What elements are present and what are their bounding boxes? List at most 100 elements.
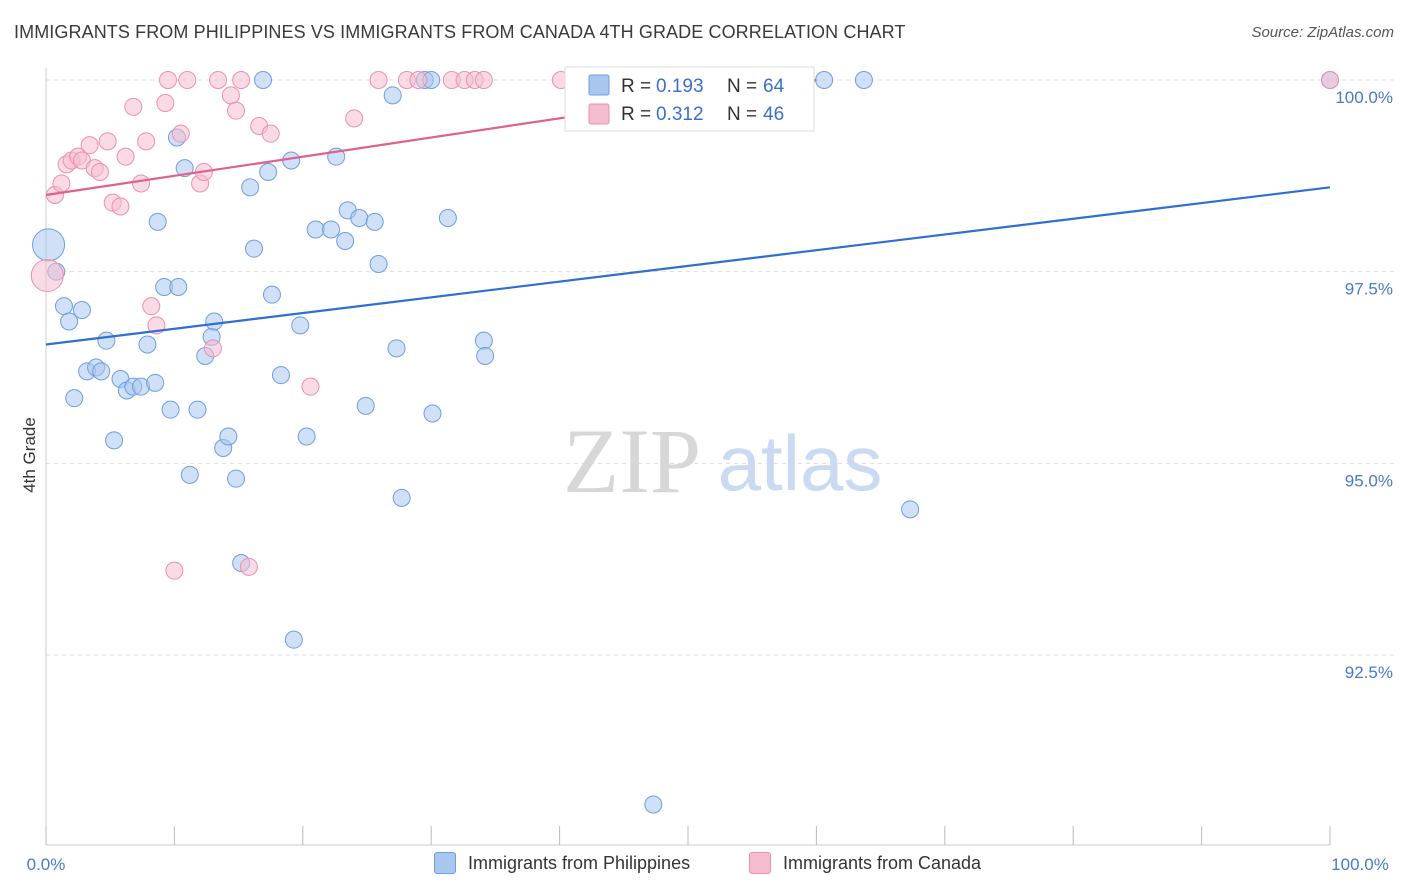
x-tick-label-min: 0.0% — [27, 855, 66, 874]
legend-r-label-philippines: R = — [621, 76, 651, 97]
y-tick-label: 92.5% — [1345, 663, 1393, 682]
point-philippines — [282, 151, 301, 170]
point-canada — [227, 101, 246, 120]
point-philippines — [54, 297, 73, 316]
point-canada — [221, 86, 240, 105]
point-philippines — [474, 331, 493, 350]
point-canada — [171, 124, 190, 143]
point-canada — [98, 132, 117, 151]
point-canada — [124, 97, 143, 116]
legend-n-label-canada: N = — [727, 104, 757, 125]
point-philippines — [219, 427, 238, 446]
point-philippines — [60, 312, 79, 331]
point-philippines — [271, 366, 290, 385]
point-philippines — [205, 312, 224, 331]
point-philippines — [241, 178, 260, 197]
point-philippines — [392, 488, 411, 507]
point-canada — [142, 297, 161, 316]
y-axis-title: 4th Grade — [20, 417, 39, 493]
point-philippines — [97, 331, 116, 350]
point-philippines — [387, 339, 406, 358]
point-canada — [165, 561, 184, 580]
point-canada — [1321, 71, 1339, 89]
point-philippines — [644, 795, 663, 814]
legend-swatch-canada — [588, 103, 610, 125]
point-philippines — [175, 159, 194, 178]
point-canada — [137, 132, 156, 151]
point-philippines — [369, 255, 388, 273]
point-philippines — [815, 71, 834, 89]
legend-item-philippines[interactable]: Immigrants from Philippines — [434, 852, 690, 874]
point-philippines — [146, 373, 165, 392]
watermark-atlas: atlas — [718, 419, 883, 507]
point-philippines — [306, 220, 325, 239]
point-canada — [409, 71, 428, 89]
point-philippines — [383, 86, 402, 105]
point-canada — [178, 71, 197, 89]
legend-r-value-canada: 0.312 — [656, 104, 704, 125]
point-canada — [30, 259, 64, 292]
point-philippines — [253, 71, 272, 89]
legend-r-label-canada: R = — [621, 104, 651, 125]
point-philippines — [350, 209, 369, 227]
point-canada — [90, 163, 109, 181]
point-philippines — [365, 212, 384, 231]
point-canada — [232, 71, 251, 89]
point-canada — [474, 71, 493, 89]
legend-swatch-blue — [434, 852, 456, 874]
legend-n-label-philippines: N = — [727, 76, 757, 97]
data-points — [30, 71, 1339, 814]
point-philippines — [32, 228, 66, 262]
legend-label-philippines: Immigrants from Philippines — [468, 852, 691, 873]
point-philippines — [262, 285, 281, 304]
legend-r-value-philippines: 0.193 — [656, 76, 704, 97]
point-canada — [261, 124, 280, 143]
point-canada — [239, 557, 258, 576]
point-philippines — [284, 630, 303, 649]
point-canada — [80, 136, 99, 155]
point-canada — [52, 174, 71, 193]
point-philippines — [322, 220, 341, 239]
point-canada — [158, 71, 177, 89]
point-philippines — [423, 404, 442, 423]
point-philippines — [227, 469, 246, 488]
point-canada — [111, 197, 130, 216]
point-canada — [203, 339, 222, 358]
series-legend: Immigrants from Philippines Immigrants f… — [0, 850, 1406, 880]
x-tick-label-max: 100.0% — [1331, 855, 1389, 874]
axes — [45, 68, 1331, 846]
point-philippines — [65, 389, 84, 408]
point-philippines — [854, 71, 873, 89]
watermark: ZIP atlas — [563, 410, 882, 512]
point-philippines — [438, 209, 457, 227]
chart-title: IMMIGRANTS FROM PHILIPPINES VS IMMIGRANT… — [14, 22, 906, 42]
legend-n-value-philippines: 64 — [763, 76, 785, 97]
legend-item-canada[interactable]: Immigrants from Canada — [749, 852, 981, 874]
y-tick-label: 97.5% — [1345, 280, 1393, 299]
legend-swatch-philippines — [588, 74, 610, 96]
trend-line-philippines — [45, 186, 1331, 346]
point-philippines — [105, 431, 124, 450]
watermark-zip: ZIP — [563, 410, 701, 512]
stats-legend: R = 0.193 N = 64 R = 0.312 N = 46 — [564, 66, 815, 132]
legend-label-canada: Immigrants from Canada — [783, 852, 982, 873]
point-canada — [369, 71, 388, 89]
legend-n-value-canada: 46 — [763, 104, 784, 125]
point-philippines — [148, 212, 167, 231]
legend-swatch-pink — [749, 852, 771, 874]
point-philippines — [901, 500, 920, 519]
point-canada — [345, 109, 364, 128]
point-philippines — [161, 400, 180, 419]
point-philippines — [138, 335, 157, 354]
point-canada — [116, 147, 135, 166]
y-tick-label: 95.0% — [1345, 471, 1393, 490]
point-canada — [132, 174, 151, 193]
point-philippines — [180, 465, 199, 484]
point-canada — [156, 94, 175, 112]
point-philippines — [72, 301, 91, 319]
tick-labels: 92.5% 95.0% 97.5% 100.0% 0.0% 100.0% — [27, 88, 1393, 874]
point-canada — [209, 71, 228, 89]
point-philippines — [356, 396, 375, 415]
y-tick-label: 100.0% — [1335, 88, 1393, 107]
